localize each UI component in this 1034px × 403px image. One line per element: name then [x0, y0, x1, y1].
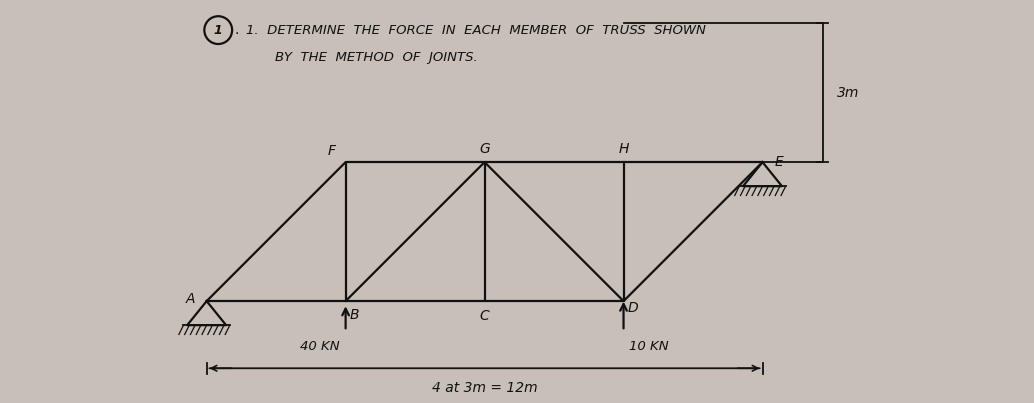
Text: 10 KN: 10 KN — [630, 340, 669, 353]
Text: G: G — [479, 142, 490, 156]
Text: 4 at 3m = 12m: 4 at 3m = 12m — [432, 381, 538, 395]
Text: F: F — [328, 143, 336, 158]
Text: D: D — [628, 301, 638, 315]
Text: 1.  DETERMINE  THE  FORCE  IN  EACH  MEMBER  OF  TRUSS  SHOWN: 1. DETERMINE THE FORCE IN EACH MEMBER OF… — [246, 24, 706, 37]
Text: A: A — [186, 292, 195, 306]
Text: C: C — [480, 309, 489, 323]
Text: 40 KN: 40 KN — [300, 340, 340, 353]
Text: E: E — [774, 155, 783, 169]
Text: .: . — [235, 23, 239, 37]
Text: B: B — [349, 308, 359, 322]
Text: 1: 1 — [214, 24, 222, 37]
Text: H: H — [618, 142, 629, 156]
Text: BY  THE  METHOD  OF  JOINTS.: BY THE METHOD OF JOINTS. — [257, 52, 478, 64]
Text: 3m: 3m — [837, 86, 859, 100]
